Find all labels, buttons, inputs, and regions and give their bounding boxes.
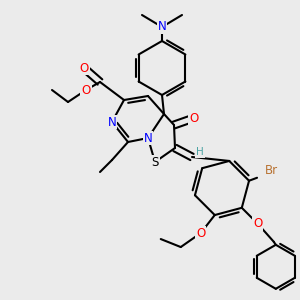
Text: S: S bbox=[151, 155, 159, 169]
Text: H: H bbox=[196, 147, 204, 157]
Text: O: O bbox=[80, 61, 88, 74]
Text: O: O bbox=[189, 112, 199, 124]
Text: N: N bbox=[158, 20, 166, 34]
Text: O: O bbox=[253, 217, 262, 230]
Text: O: O bbox=[196, 226, 206, 239]
Text: N: N bbox=[144, 131, 152, 145]
Text: N: N bbox=[108, 116, 116, 128]
Text: O: O bbox=[81, 83, 91, 97]
Text: Br: Br bbox=[265, 164, 278, 177]
